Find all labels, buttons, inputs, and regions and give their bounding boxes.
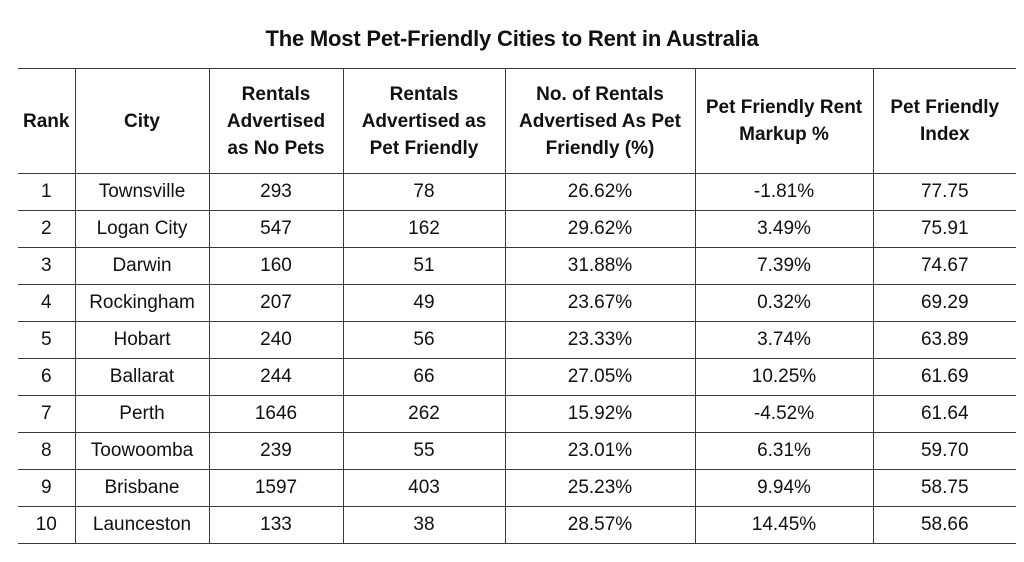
index-cell: 74.67: [872, 247, 1016, 285]
rank-cell: 4: [18, 284, 76, 322]
index-cell: 77.75: [872, 173, 1016, 211]
rent-markup-cell: 3.49%: [694, 210, 874, 248]
col-header-no-pets: Rentals Advertised as No Pets: [208, 68, 344, 174]
no-pets-cell: 207: [208, 284, 344, 322]
city-cell: Darwin: [74, 247, 210, 285]
rank-cell: 8: [18, 432, 76, 470]
table-row: 3 Darwin 160 51 31.88% 7.39% 74.67: [18, 247, 1016, 285]
rank-cell: 2: [18, 210, 76, 248]
rank-cell: 1: [18, 173, 76, 211]
pet-friendly-pct-cell: 15.92%: [504, 395, 696, 433]
rank-cell: 9: [18, 469, 76, 507]
pet-friendly-cell: 56: [342, 321, 506, 359]
pet-friendly-pct-cell: 25.23%: [504, 469, 696, 507]
index-cell: 59.70: [872, 432, 1016, 470]
table-row: 5 Hobart 240 56 23.33% 3.74% 63.89: [18, 321, 1016, 359]
table-row: 4 Rockingham 207 49 23.67% 0.32% 69.29: [18, 284, 1016, 322]
city-cell: Toowoomba: [74, 432, 210, 470]
city-cell: Ballarat: [74, 358, 210, 396]
pet-friendly-pct-cell: 28.57%: [504, 506, 696, 544]
pet-friendly-cell: 66: [342, 358, 506, 396]
no-pets-cell: 244: [208, 358, 344, 396]
col-header-pet-friendly: Rentals Advertised as Pet Friendly: [342, 68, 506, 174]
no-pets-cell: 239: [208, 432, 344, 470]
no-pets-cell: 293: [208, 173, 344, 211]
rent-markup-cell: -4.52%: [694, 395, 874, 433]
table-body: 1 Townsville 293 78 26.62% -1.81% 77.75 2 Logan …: [18, 173, 1016, 544]
pet-friendly-cell: 78: [342, 173, 506, 211]
index-cell: 69.29: [872, 284, 1016, 322]
rank-cell: 5: [18, 321, 76, 359]
rent-markup-cell: 9.94%: [694, 469, 874, 507]
table-row: 8 Toowoomba 239 55 23.01% 6.31% 59.70: [18, 432, 1016, 470]
pet-friendly-pct-cell: 26.62%: [504, 173, 696, 211]
no-pets-cell: 1646: [208, 395, 344, 433]
no-pets-cell: 133: [208, 506, 344, 544]
index-cell: 58.75: [872, 469, 1016, 507]
pet-friendly-cell: 162: [342, 210, 506, 248]
index-cell: 61.69: [872, 358, 1016, 396]
rank-cell: 3: [18, 247, 76, 285]
no-pets-cell: 1597: [208, 469, 344, 507]
table-row: 7 Perth 1646 262 15.92% -4.52% 61.64: [18, 395, 1016, 433]
city-cell: Launceston: [74, 506, 210, 544]
pet-friendly-cell: 38: [342, 506, 506, 544]
col-header-index: Pet Friendly Index: [872, 68, 1016, 174]
col-header-city: City: [74, 68, 210, 174]
index-cell: 58.66: [872, 506, 1016, 544]
pet-friendly-pct-cell: 29.62%: [504, 210, 696, 248]
col-header-pet-friendly-pct: No. of Rentals Advertised As Pet Friendl…: [504, 68, 696, 174]
pet-friendly-pct-cell: 27.05%: [504, 358, 696, 396]
table-row: 1 Townsville 293 78 26.62% -1.81% 77.75: [18, 173, 1016, 211]
city-cell: Townsville: [74, 173, 210, 211]
col-header-rank: Rank: [18, 68, 76, 174]
rent-markup-cell: -1.81%: [694, 173, 874, 211]
pet-friendly-cell: 403: [342, 469, 506, 507]
table-title: The Most Pet-Friendly Cities to Rent in …: [265, 26, 759, 51]
pet-friendly-cities-table: Rank City Rentals Advertised as No Pets …: [18, 68, 1016, 544]
rent-markup-cell: 3.74%: [694, 321, 874, 359]
col-header-rent-markup: Pet Friendly Rent Markup %: [694, 68, 874, 174]
city-cell: Perth: [74, 395, 210, 433]
pet-friendly-pct-cell: 23.33%: [504, 321, 696, 359]
city-cell: Hobart: [74, 321, 210, 359]
table-row: 2 Logan City 547 162 29.62% 3.49% 75.91: [18, 210, 1016, 248]
rent-markup-cell: 0.32%: [694, 284, 874, 322]
no-pets-cell: 547: [208, 210, 344, 248]
rank-cell: 6: [18, 358, 76, 396]
pet-friendly-cell: 55: [342, 432, 506, 470]
index-cell: 63.89: [872, 321, 1016, 359]
header-row: Rank City Rentals Advertised as No Pets …: [18, 68, 1016, 174]
table-row: 10 Launceston 133 38 28.57% 14.45% 58.66: [18, 506, 1016, 544]
rent-markup-cell: 6.31%: [694, 432, 874, 470]
city-cell: Logan City: [74, 210, 210, 248]
city-cell: Rockingham: [74, 284, 210, 322]
index-cell: 75.91: [872, 210, 1016, 248]
table-row: 6 Ballarat 244 66 27.05% 10.25% 61.69: [18, 358, 1016, 396]
rent-markup-cell: 7.39%: [694, 247, 874, 285]
pet-friendly-cell: 49: [342, 284, 506, 322]
pet-friendly-pct-cell: 23.01%: [504, 432, 696, 470]
index-cell: 61.64: [872, 395, 1016, 433]
city-cell: Brisbane: [74, 469, 210, 507]
no-pets-cell: 240: [208, 321, 344, 359]
pet-friendly-cell: 262: [342, 395, 506, 433]
rank-cell: 10: [18, 506, 76, 544]
rank-cell: 7: [18, 395, 76, 433]
rent-markup-cell: 10.25%: [694, 358, 874, 396]
pet-friendly-pct-cell: 31.88%: [504, 247, 696, 285]
no-pets-cell: 160: [208, 247, 344, 285]
pet-friendly-pct-cell: 23.67%: [504, 284, 696, 322]
pet-friendly-cell: 51: [342, 247, 506, 285]
rent-markup-cell: 14.45%: [694, 506, 874, 544]
table-row: 9 Brisbane 1597 403 25.23% 9.94% 58.75: [18, 469, 1016, 507]
